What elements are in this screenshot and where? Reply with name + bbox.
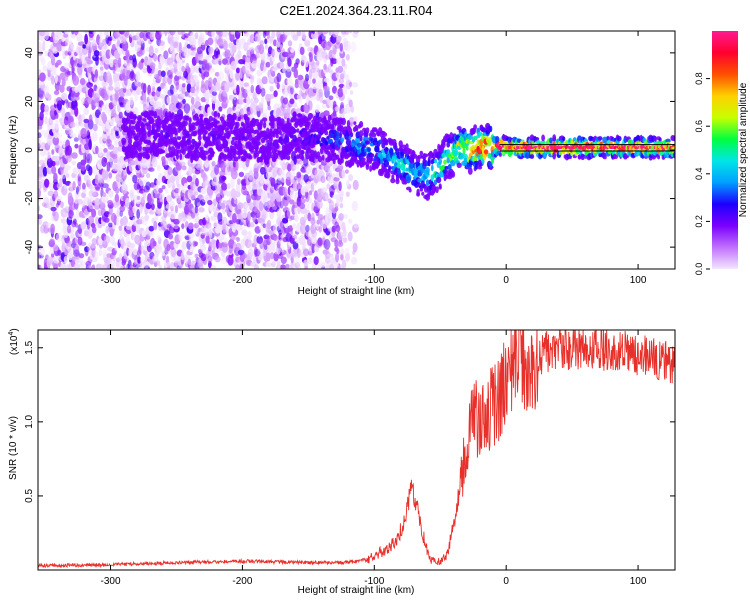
spectrogram-y-tick-label: 0 [24, 147, 35, 153]
colorbar-label: Normalized spectral amplitude [738, 82, 749, 217]
spectrogram-x-tick-label: -300 [101, 275, 121, 286]
colorbar-tick-label: 0.4 [694, 168, 704, 181]
snr-x-tick-label: -100 [364, 576, 384, 587]
spectrogram-y-label: Frequency (Hz) [8, 116, 19, 185]
spectrogram-x-tick-label: -100 [364, 275, 384, 286]
spectrogram-y-ticks: -40 -20 0 20 40 [24, 47, 675, 254]
spectrogram-x-ticks: -300 -200 -100 0 100 [101, 31, 647, 286]
snr-y-tick-label: 1.0 [24, 414, 35, 428]
snr-y-ticks: 0.5 1.0 1.5 [24, 340, 675, 503]
snr-panel: -300 -200 -100 0 100 0.5 1.0 1.5 Height of str… [8, 328, 676, 596]
colorbar-gradient [712, 31, 738, 269]
spectrogram-y-tick-label: -40 [24, 239, 35, 254]
snr-y-tick-label: 0.5 [24, 489, 35, 503]
heatmap-ridge [120, 110, 675, 201]
spectrogram-y-tick-label: -20 [24, 191, 35, 206]
spectrogram-y-tick-label: 20 [24, 95, 35, 107]
colorbar-ticks: 0.0 0.2 0.4 0.6 0.8 [694, 72, 710, 275]
colorbar-tick-label: 0.6 [694, 120, 704, 133]
snr-y-label: SNR (10 * v/v) [8, 416, 19, 480]
figure-title: C2E1.2024.364.23.11.R04 [280, 3, 433, 18]
spectrogram-x-tick-label: 0 [503, 275, 509, 286]
snr-scale-prefix: (x10 [9, 335, 20, 355]
snr-scale-label: (x104) [8, 328, 20, 355]
colorbar: 0.0 0.2 0.4 0.6 0.8 Normalized spectral ampl… [694, 31, 749, 275]
snr-x-tick-label: -200 [232, 576, 252, 587]
snr-x-tick-label: -300 [101, 576, 121, 587]
spectrogram-x-label: Height of straight line (km) [298, 286, 415, 297]
snr-scale-suffix: ) [9, 328, 20, 331]
spectrogram-x-tick-label: 100 [630, 275, 647, 286]
colorbar-tick-label: 0.0 [694, 263, 704, 276]
snr-scale-exponent: 4 [8, 332, 15, 336]
snr-x-tick-label: 0 [503, 576, 509, 587]
snr-x-label: Height of straight line (km) [298, 585, 415, 596]
spectrogram-y-tick-label: 40 [24, 47, 35, 59]
snr-y-tick-label: 1.5 [24, 340, 35, 354]
spectrogram-x-tick-label: -200 [232, 275, 252, 286]
colorbar-tick-label: 0.8 [694, 72, 704, 85]
colorbar-tick-label: 0.2 [694, 215, 704, 228]
snr-x-tick-label: 100 [630, 576, 647, 587]
snr-series-line [38, 330, 675, 569]
snr-x-ticks: -300 -200 -100 0 100 [101, 330, 647, 587]
snr-frame [37, 329, 676, 571]
